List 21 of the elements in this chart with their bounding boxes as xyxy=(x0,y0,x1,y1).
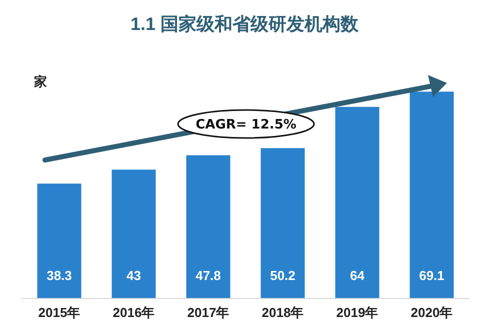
bar xyxy=(260,148,305,298)
data-label: 50.2 xyxy=(270,268,296,283)
data-label: 69.1 xyxy=(419,268,444,283)
chart-title: 1.1 国家级和省级研发机构数 xyxy=(130,14,360,34)
bar xyxy=(112,170,156,298)
data-label: 64 xyxy=(350,268,366,283)
x-tick-label: 2019年 xyxy=(336,305,378,320)
x-tick-label: 2018年 xyxy=(262,305,304,320)
y-axis-title: 家 xyxy=(33,74,47,89)
data-label: 47.8 xyxy=(196,268,221,283)
bar xyxy=(186,155,230,298)
x-tick-label: 2015年 xyxy=(38,305,80,320)
data-label: 43 xyxy=(126,268,141,283)
bar xyxy=(410,92,454,298)
bar xyxy=(335,106,380,298)
x-tick-label: 2016年 xyxy=(112,305,155,320)
annotation: CAGR= 12.5% xyxy=(196,118,296,132)
data-label: 38.3 xyxy=(46,268,72,283)
x-tick-label: 2020年 xyxy=(410,305,453,320)
x-tick-label: 2017年 xyxy=(187,305,230,320)
bar xyxy=(37,184,82,298)
